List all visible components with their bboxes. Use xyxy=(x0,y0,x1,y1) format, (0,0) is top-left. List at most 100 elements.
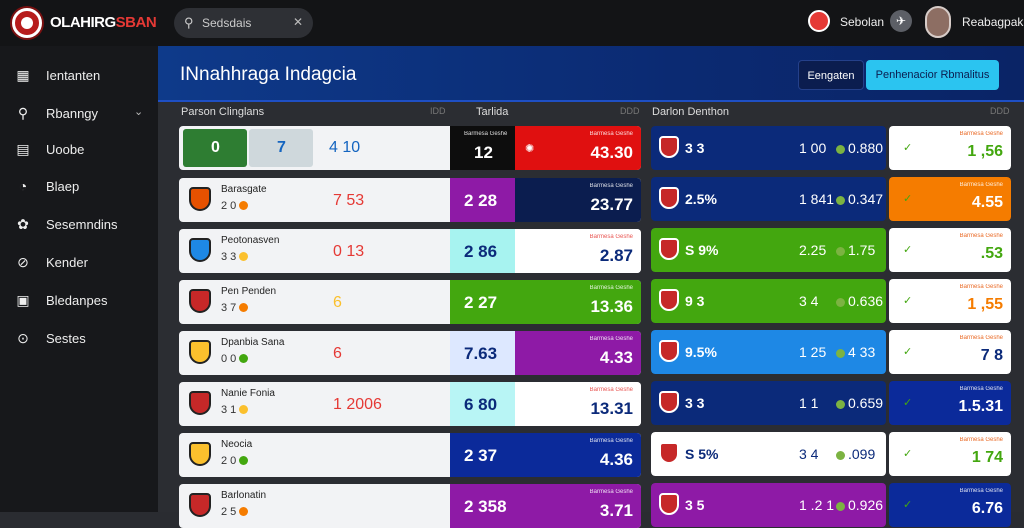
odd-cell[interactable]: Barmesa Geshe 4.33 xyxy=(515,331,641,375)
calendar-icon: ▤ xyxy=(16,141,30,157)
right-match-row[interactable]: 3 3 1 1 0.659 ✓ Barmesa Geshe 1.5.31 xyxy=(651,381,1011,425)
team-stat: 3 3 xyxy=(685,140,705,156)
team-crest-icon xyxy=(189,442,211,466)
notification-icon[interactable]: ✈ xyxy=(890,10,912,32)
left-column-mini: IDD xyxy=(430,106,446,116)
match-row[interactable]: Peotonasven 3 3 0 13 2 86 Barmesa Geshe … xyxy=(179,229,641,273)
odd-cell[interactable]: ✓ Barmesa Geshe 1 ,56 xyxy=(889,126,1011,170)
mid-odd-cell[interactable]: 6 80 xyxy=(450,382,515,426)
odd-value: 13.36 xyxy=(590,297,633,316)
team-mid-value: 1 25 xyxy=(799,344,827,360)
top-bar: OLAHIRGSBAN ⚲ Sedsdais ✕ Sebolan ✈ Reaba… xyxy=(0,0,1024,46)
status-dot-icon xyxy=(836,247,845,256)
odd-value: 1.5.31 xyxy=(958,398,1003,415)
right-match-row[interactable]: S 5% 3 4 .099 ✓ Barmesa Geshe 1 74 xyxy=(651,432,1011,476)
right-match-row[interactable]: 9.5% 1 25 4 33 ✓ Barmesa Geshe 7 8 xyxy=(651,330,1011,374)
home-score: 0 xyxy=(211,139,220,156)
center-value: 7 53 xyxy=(333,192,365,209)
odd-label: Barmesa Geshe xyxy=(589,183,633,189)
odd-cell[interactable]: ✓ Barmesa Geshe 6.76 xyxy=(889,483,1011,527)
odd-cell[interactable]: Barmesa Geshe 13.36 xyxy=(515,280,641,324)
sidebar-item-1[interactable]: ▦ Ientanten xyxy=(0,58,158,94)
match-row[interactable]: Neocia 2 0 2 37 Barmesa Geshe 4.36 xyxy=(179,433,641,477)
odd-cell[interactable]: Barmesa Geshe 2.87 xyxy=(515,229,641,273)
brand-name[interactable]: OLAHIRGSBAN xyxy=(50,14,157,31)
team-cell[interactable]: 3 3 1 1 0.659 xyxy=(651,381,886,425)
sidebar-item-2[interactable]: ⚲ Rbanngy ⌄ xyxy=(0,96,158,132)
right-match-row[interactable]: 2.5% 1 841 0.347 ✓ Barmesa Geshe 4.55 xyxy=(651,177,1011,221)
mid-odd-cell[interactable]: 2 86 xyxy=(450,229,515,273)
secondary-button[interactable]: Eengaten xyxy=(798,60,864,90)
mid-odd-label: Barmesa Geshe xyxy=(464,131,508,137)
close-icon[interactable]: ✕ xyxy=(292,15,303,29)
mid-odd-cell[interactable]: 7.63 xyxy=(450,331,515,375)
center-value: 6 xyxy=(333,345,342,362)
right-match-row[interactable]: 3 3 1 00 0.880 ✓ Barmesa Geshe 1 ,56 xyxy=(651,126,1011,170)
avatar[interactable] xyxy=(925,6,951,38)
team-value: .099 xyxy=(833,446,875,462)
sidebar-item-7[interactable]: ▣ Bledanpes xyxy=(0,283,158,319)
odd-cell[interactable]: Barmesa Geshe 3.71 xyxy=(515,484,641,528)
match-row[interactable]: Pen Penden 3 7 6 2 27 Barmesa Geshe 13.3… xyxy=(179,280,641,324)
mid-odd-cell[interactable]: 2 358 xyxy=(450,484,515,528)
sidebar-item-5[interactable]: ✿ Sesemndins xyxy=(0,207,158,243)
brand-logo[interactable] xyxy=(12,8,42,38)
team-crest-icon xyxy=(189,238,211,262)
odd-cell[interactable]: ✺ Barmesa Geshe 43.30 xyxy=(515,126,641,170)
search-input[interactable]: ⚲ Sedsdais ✕ xyxy=(174,8,313,38)
mid-odd-cell[interactable]: 2 37 xyxy=(450,433,515,477)
right-match-row[interactable]: S 9% 2.25 1.75 ✓ Barmesa Geshe .53 xyxy=(651,228,1011,272)
team-cell[interactable]: 9.5% 1 25 4 33 xyxy=(651,330,886,374)
odd-cell[interactable]: ✓ Barmesa Geshe 1.5.31 xyxy=(889,381,1011,425)
mid-odd-cell[interactable]: 2 27 xyxy=(450,280,515,324)
sidebar-item-label: Rbanngy xyxy=(46,106,99,121)
chevron-down-icon[interactable]: ⌄ xyxy=(134,106,144,118)
team-name: Neocia xyxy=(221,439,253,450)
team-cell[interactable]: 9 3 3 4 0.636 xyxy=(651,279,886,323)
odd-cell[interactable]: ✓ Barmesa Geshe 7 8 xyxy=(889,330,1011,374)
profile-name[interactable]: Reabagpak xyxy=(962,15,1024,29)
odd-cell[interactable]: ✓ Barmesa Geshe 1 74 xyxy=(889,432,1011,476)
team-name: Barasgate xyxy=(221,184,267,195)
odd-cell[interactable]: Barmesa Geshe 13.31 xyxy=(515,382,641,426)
user-label[interactable]: Sebolan xyxy=(840,15,885,29)
odd-value: 13.31 xyxy=(590,399,633,418)
team-score-value: 0 0 xyxy=(221,353,237,365)
team-crest-icon xyxy=(659,289,679,311)
match-row[interactable]: Dpanbia Sana 0 0 6 7.63 Barmesa Geshe 4.… xyxy=(179,331,641,375)
team-mid-value: 2.25 xyxy=(799,242,827,258)
flag-icon[interactable] xyxy=(808,10,830,32)
odd-cell[interactable]: ✓ Barmesa Geshe 1 ,55 xyxy=(889,279,1011,323)
odd-cell[interactable]: Barmesa Geshe 23.77 xyxy=(515,178,641,222)
match-row-first[interactable]: 0 7 4 10 Barmesa Geshe 12 ✺ Barmesa Gesh… xyxy=(179,126,641,170)
odd-cell[interactable]: ✓ Barmesa Geshe 4.55 xyxy=(889,177,1011,221)
mid-odd-cell[interactable]: 2 28 xyxy=(450,178,515,222)
status-dot-icon xyxy=(836,451,845,460)
team-value-text: 0.636 xyxy=(848,293,884,309)
match-row[interactable]: Nanie Fonia 3 1 1 2006 6 80 Barmesa Gesh… xyxy=(179,382,641,426)
mid-odd-value: 2 86 xyxy=(464,242,498,261)
team-crest-icon xyxy=(189,289,211,313)
team-cell[interactable]: S 9% 2.25 1.75 xyxy=(651,228,886,272)
right-match-row[interactable]: 9 3 3 4 0.636 ✓ Barmesa Geshe 1 ,55 xyxy=(651,279,1011,323)
sidebar-item-4[interactable]: ◔ Blaep xyxy=(0,169,158,205)
settings-icon: ✿ xyxy=(17,216,29,232)
mid-odd-cell[interactable]: Barmesa Geshe 12 xyxy=(450,126,515,170)
team-stat: 3 5 xyxy=(685,497,705,513)
away-score-box[interactable]: 7 xyxy=(249,129,313,167)
team-score: 2 0 xyxy=(221,455,249,467)
odd-cell[interactable]: ✓ Barmesa Geshe .53 xyxy=(889,228,1011,272)
primary-button[interactable]: Penhenacior Rbmalitus xyxy=(866,60,999,90)
team-cell[interactable]: 3 5 1 .2 1 0.926 xyxy=(651,483,886,527)
odd-cell[interactable]: Barmesa Geshe 4.36 xyxy=(515,433,641,477)
team-cell[interactable]: 2.5% 1 841 0.347 xyxy=(651,177,886,221)
match-row[interactable]: Barlonatin 2 5 2 358 Barmesa Geshe 3.71 xyxy=(179,484,641,528)
home-score-box[interactable]: 0 xyxy=(183,129,247,167)
sidebar-item-6[interactable]: ⊘ Kender xyxy=(0,245,158,281)
right-match-row[interactable]: 3 5 1 .2 1 0.926 ✓ Barmesa Geshe 6.76 xyxy=(651,483,1011,527)
match-row[interactable]: Barasgate 2 0 7 53 2 28 Barmesa Geshe 23… xyxy=(179,178,641,222)
sidebar-item-8[interactable]: ⊙ Sestes xyxy=(0,321,158,357)
sidebar-item-3[interactable]: ▤ Uoobe xyxy=(0,132,158,168)
team-cell[interactable]: S 5% 3 4 .099 xyxy=(651,432,886,476)
team-cell[interactable]: 3 3 1 00 0.880 xyxy=(651,126,886,170)
